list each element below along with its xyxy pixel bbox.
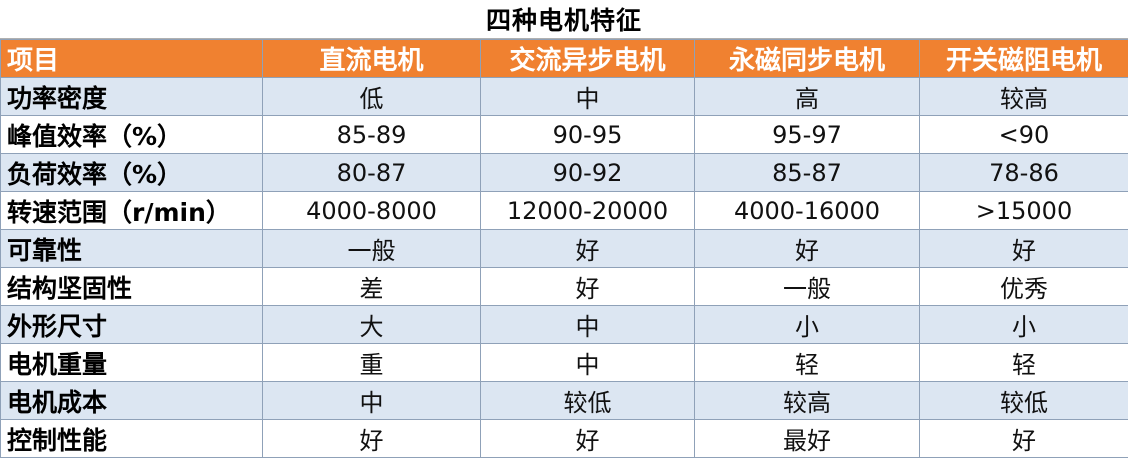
row-label: 可靠性 bbox=[0, 229, 263, 268]
table-cell: 中 bbox=[480, 305, 695, 344]
table-cell: 中 bbox=[480, 343, 695, 382]
table-cell: >15000 bbox=[919, 191, 1128, 230]
table-cell: 轻 bbox=[694, 343, 920, 382]
header-pm-synchronous-motor: 永磁同步电机 bbox=[694, 39, 920, 78]
row-label: 电机成本 bbox=[0, 381, 263, 420]
table-cell: 95-97 bbox=[694, 115, 920, 154]
header-dc-motor: 直流电机 bbox=[262, 39, 481, 78]
table-cell: 大 bbox=[262, 305, 481, 344]
table-cell: 较低 bbox=[480, 381, 695, 420]
row-label: 结构坚固性 bbox=[0, 267, 263, 306]
table-cell: 85-87 bbox=[694, 153, 920, 192]
table-row: 负荷效率（%） 80-87 90-92 85-87 78-86 bbox=[0, 153, 1128, 192]
header-item: 项目 bbox=[0, 39, 263, 78]
table-cell: 较高 bbox=[919, 77, 1128, 116]
table-body: 功率密度低中高较高 峰值效率（%） 85-89 90-95 95-97 <90 负荷效率（%… bbox=[0, 77, 1128, 458]
row-label: 峰值效率（%） bbox=[0, 115, 263, 154]
row-label: 外形尺寸 bbox=[0, 305, 263, 344]
table-cell: 中 bbox=[262, 381, 481, 420]
row-label: 控制性能 bbox=[0, 419, 263, 458]
title-row: 四种电机特征 bbox=[0, 0, 1128, 39]
table-cell: 小 bbox=[694, 305, 920, 344]
table-cell: 一般 bbox=[262, 229, 481, 268]
table-cell: <90 bbox=[919, 115, 1128, 154]
table-cell: 78-86 bbox=[919, 153, 1128, 192]
table-cell: 好 bbox=[480, 229, 695, 268]
table-cell: 4000-16000 bbox=[694, 191, 920, 230]
table-row: 外形尺寸大中小小 bbox=[0, 305, 1128, 344]
table-row: 转速范围（r/min） 4000-8000 12000-20000 4000-1600… bbox=[0, 191, 1128, 230]
table-cell: 优秀 bbox=[919, 267, 1128, 306]
motor-comparison-table: 项目 直流电机 交流异步电机 永磁同步电机 开关磁阻电机 功率密度低中高较高 峰值… bbox=[0, 39, 1128, 458]
table-cell: 高 bbox=[694, 77, 920, 116]
table-cell: 12000-20000 bbox=[480, 191, 695, 230]
table-row: 结构坚固性差好一般 优秀 bbox=[0, 267, 1128, 306]
row-label: 负荷效率（%） bbox=[0, 153, 263, 192]
table-row: 功率密度低中高较高 bbox=[0, 77, 1128, 116]
table-cell: 中 bbox=[480, 77, 695, 116]
table-cell: 差 bbox=[262, 267, 481, 306]
table-row: 可靠性 一般好好好 bbox=[0, 229, 1128, 268]
table-cell: 好 bbox=[262, 419, 481, 458]
table-row: 峰值效率（%） 85-89 90-95 95-97 <90 bbox=[0, 115, 1128, 154]
header-ac-induction-motor: 交流异步电机 bbox=[480, 39, 695, 78]
table-row: 控制性能好好最好好 bbox=[0, 419, 1128, 458]
row-label: 功率密度 bbox=[0, 77, 263, 116]
table-title: 四种电机特征 bbox=[485, 6, 642, 35]
table-cell: 90-95 bbox=[480, 115, 695, 154]
table-cell: 低 bbox=[262, 77, 481, 116]
table-row: 电机成本中较低 较高 较低 bbox=[0, 381, 1128, 420]
table-cell: 4000-8000 bbox=[262, 191, 481, 230]
row-label: 转速范围（r/min） bbox=[0, 191, 263, 230]
table-cell: 90-92 bbox=[480, 153, 695, 192]
table-cell: 好 bbox=[480, 419, 695, 458]
table-cell: 最好 bbox=[694, 419, 920, 458]
table-cell: 80-87 bbox=[262, 153, 481, 192]
table-cell: 好 bbox=[480, 267, 695, 306]
table-cell: 好 bbox=[694, 229, 920, 268]
row-label: 电机重量 bbox=[0, 343, 263, 382]
table-cell: 85-89 bbox=[262, 115, 481, 154]
table-cell: 小 bbox=[919, 305, 1128, 344]
table-cell: 轻 bbox=[919, 343, 1128, 382]
table-cell: 好 bbox=[919, 419, 1128, 458]
header-row: 项目 直流电机 交流异步电机 永磁同步电机 开关磁阻电机 bbox=[0, 39, 1128, 78]
table-cell: 较低 bbox=[919, 381, 1128, 420]
table-cell: 重 bbox=[262, 343, 481, 382]
table-row: 电机重量重中轻轻 bbox=[0, 343, 1128, 382]
header-switched-reluctance-motor: 开关磁阻电机 bbox=[919, 39, 1128, 78]
table-cell: 较高 bbox=[694, 381, 920, 420]
table-cell: 一般 bbox=[694, 267, 920, 306]
table-cell: 好 bbox=[919, 229, 1128, 268]
